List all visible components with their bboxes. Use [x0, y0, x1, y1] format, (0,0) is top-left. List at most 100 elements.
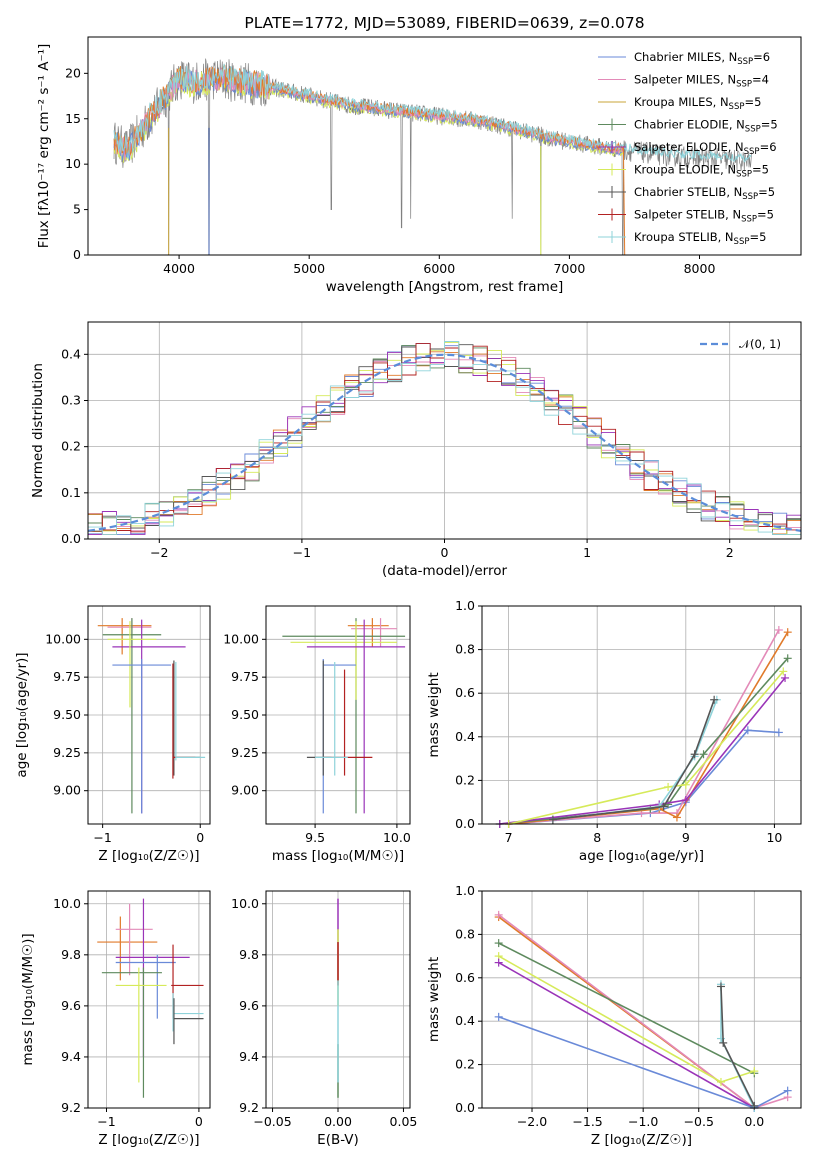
mass-weight-vs-age-ytick-label: 1.0 — [455, 598, 475, 613]
legend-entry: Salpeter MILES, NSSP=4 — [634, 73, 769, 90]
observed-spectrum — [113, 58, 752, 255]
mass-weight-vs-z-frame — [481, 890, 802, 1109]
age-vs-mass-xlabel: mass [log₁₀(M/M☉)] — [272, 848, 404, 864]
legend-entry: Chabrier STELIB, NSSP=5 — [634, 185, 775, 202]
age-vs-z-ytick-label: 10.00 — [45, 631, 81, 646]
spectrum-xtick-label: 7000 — [553, 261, 585, 276]
mass-vs-z-xtick-label: 0 — [195, 1114, 203, 1129]
mass-weight-vs-z-xtick-label: −2.0 — [517, 1114, 547, 1129]
weight-series-6 — [720, 984, 756, 1109]
residuals-ytick-label: 0.0 — [61, 531, 81, 546]
mass-weight-vs-age-xlabel: age [log₁₀(age/yr)] — [579, 848, 704, 864]
mass-weight-vs-age-ytick-label: 0.0 — [455, 816, 475, 831]
mass-weight-vs-age-frame — [481, 605, 802, 825]
age-vs-z-ytick-label: 9.25 — [53, 745, 81, 760]
mass-weight-vs-z-ylabel: mass weight — [426, 957, 442, 1042]
legend-entry: Chabrier MILES, NSSP=6 — [634, 50, 770, 67]
hist-plot-area — [88, 341, 801, 535]
mass-vs-z-ytick-label: 9.4 — [61, 1049, 81, 1064]
mass-vs-z-ytick-label: 10.0 — [53, 896, 81, 911]
age-vs-z-xtick-label: −1 — [93, 830, 111, 845]
weight-series-4 — [498, 961, 755, 1109]
age-vs-z-frame — [87, 605, 211, 825]
mass-weight-vs-age-ytick-label: 0.4 — [455, 729, 475, 744]
weight-series-7 — [552, 699, 715, 821]
legend-entry: 𝒩(0, 1) — [739, 337, 781, 351]
weight-series-2 — [498, 942, 755, 1075]
residuals-xlabel: (data-model)/error — [382, 563, 508, 579]
mass-weight-vs-z-xtick-label: −1.0 — [628, 1114, 658, 1129]
legend-entry: Kroupa MILES, NSSP=5 — [634, 95, 761, 112]
spectrum-frame — [87, 36, 802, 256]
mass-vs-ebv-xtick-label: 0.05 — [390, 1114, 418, 1129]
mass-weight-vs-age-ylabel: mass weight — [426, 672, 442, 757]
spectrum-ytick-label: 15 — [65, 111, 81, 126]
mass-weight-vs-age-ytick-label: 0.8 — [455, 642, 475, 657]
legend-entry: Kroupa ELODIE, NSSP=5 — [634, 163, 769, 180]
spectrum-xtick-label: 4000 — [163, 261, 195, 276]
spectrum-xtick-label: 5000 — [293, 261, 325, 276]
age-vs-z-xtick-label: 0 — [196, 830, 204, 845]
spectrum-ytick-label: 5 — [73, 202, 81, 217]
age-vs-mass-ytick-label: 9.75 — [231, 669, 259, 684]
legend-entry: Kroupa STELIB, NSSP=5 — [634, 230, 766, 247]
mass-vs-ebv-ytick-label: 10.0 — [231, 896, 259, 911]
spectrum-ytick-label: 20 — [65, 65, 81, 80]
mass-weight-vs-z-ytick-label: 1.0 — [455, 883, 475, 898]
age-vs-mass-ytick-label: 9.00 — [231, 783, 259, 798]
age-vs-z-ytick-label: 9.00 — [53, 783, 81, 798]
mass-weight-vs-z-xlabel: Z [log₁₀(Z/Z☉)] — [591, 1132, 692, 1148]
weight-series-7 — [720, 986, 756, 1107]
weight-series-3 — [499, 657, 789, 825]
weight-series-4 — [499, 677, 786, 825]
mass-weight-vs-age-ytick-label: 0.2 — [455, 772, 475, 787]
residuals-xtick-label: 0 — [441, 545, 449, 560]
mass-weight-vs-z-ytick-label: 0.8 — [455, 926, 475, 941]
residuals-ytick-label: 0.3 — [61, 392, 81, 407]
mass-vs-z-ytick-label: 9.8 — [61, 947, 81, 962]
mass-vs-z-ytick-label: 9.6 — [61, 998, 81, 1013]
mass-weight-vs-z-ytick-label: 0.2 — [455, 1057, 475, 1072]
mass-vs-ebv-xlabel: E(B-V) — [317, 1132, 359, 1148]
chart-title: PLATE=1772, MJD=53089, FIBERID=0639, z=0… — [244, 14, 644, 32]
weight-series-2 — [508, 631, 789, 825]
mass-weight-vs-z-ytick-label: 0.0 — [455, 1100, 475, 1115]
weight-series-1 — [508, 629, 780, 825]
spectrum-xlabel: wavelength [Angstrom, rest frame] — [326, 279, 564, 295]
age-vs-z-ylabel: age [log₁₀(age/yr)] — [14, 652, 30, 777]
mass-vs-ebv-xtick-label: −0.05 — [253, 1114, 291, 1129]
residuals-ytick-label: 0.2 — [61, 439, 81, 454]
weight-series-5 — [508, 670, 784, 825]
mass-vs-ebv-ytick-label: 9.8 — [239, 947, 259, 962]
mass-weight-vs-age-xtick-label: 8 — [593, 830, 601, 845]
spectrum-ytick-label: 0 — [73, 247, 81, 262]
mass-vs-ebv-ytick-label: 9.6 — [239, 998, 259, 1013]
legend-entry: Chabrier ELODIE, NSSP=5 — [634, 118, 778, 135]
legend-entry: Salpeter ELODIE, NSSP=6 — [634, 140, 777, 157]
mass-weight-vs-z-ytick-label: 0.4 — [455, 1013, 475, 1028]
age-vs-mass-frame — [265, 605, 411, 825]
mass-vs-ebv-ytick-label: 9.4 — [239, 1049, 259, 1064]
mass-vs-ebv-xtick-label: 0.00 — [324, 1114, 352, 1129]
residuals-xtick-label: 1 — [583, 545, 591, 560]
mass-weight-vs-age-ytick-label: 0.6 — [455, 685, 475, 700]
spectrum-plot-area — [113, 58, 752, 255]
age-vs-z-ytick-label: 9.50 — [53, 707, 81, 722]
histogram-series-8 — [88, 341, 801, 535]
mass-weight-vs-age-xtick-label: 9 — [682, 830, 690, 845]
residuals-frame — [87, 321, 802, 540]
mass-vs-z-ylabel: mass [log₁₀(M/M☉)] — [20, 933, 36, 1065]
mass-weight-vs-age-xtick-label: 7 — [505, 830, 513, 845]
age-vs-mass-xtick-label: 9.5 — [305, 830, 325, 845]
legend-entry: Salpeter STELIB, NSSP=5 — [634, 208, 774, 225]
spectrum-ytick-label: 10 — [65, 156, 81, 171]
mass-weight-vs-z-xtick-label: 0.0 — [744, 1114, 764, 1129]
age-vs-z-xlabel: Z [log₁₀(Z/Z☉)] — [98, 848, 199, 864]
mass-weight-vs-z-ytick-label: 0.6 — [455, 970, 475, 985]
mass-vs-z-frame — [87, 890, 211, 1109]
mass-vs-z-xtick-label: −1 — [97, 1114, 115, 1129]
mass-vs-ebv-frame — [265, 890, 411, 1109]
age-vs-mass-ytick-label: 9.50 — [231, 707, 259, 722]
residuals-xtick-label: 2 — [726, 545, 734, 560]
mass-vs-z-ytick-label: 9.2 — [61, 1100, 81, 1115]
